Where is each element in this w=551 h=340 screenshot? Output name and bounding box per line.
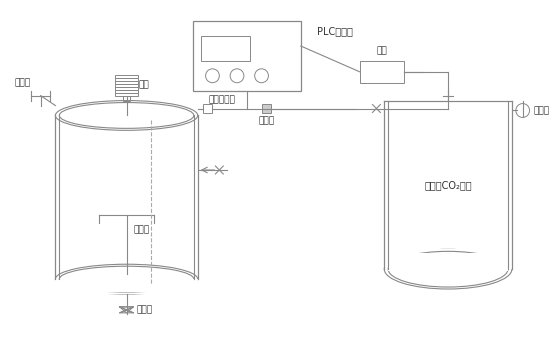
Text: 微压传感器: 微压传感器: [209, 95, 236, 104]
Text: 搅拌桨: 搅拌桨: [133, 225, 149, 234]
Text: 电机: 电机: [139, 80, 150, 89]
Circle shape: [516, 104, 530, 117]
Bar: [56, 279, 198, 294]
Text: 投料口: 投料口: [15, 78, 31, 87]
Bar: [60, 279, 194, 292]
Polygon shape: [120, 307, 133, 313]
Bar: [115, 78, 138, 81]
Bar: [388, 253, 508, 271]
Circle shape: [206, 69, 219, 83]
Circle shape: [230, 69, 244, 83]
Bar: [193, 21, 301, 91]
Bar: [262, 104, 271, 114]
Bar: [115, 87, 138, 90]
Circle shape: [255, 69, 268, 83]
Text: 压力表: 压力表: [533, 106, 549, 115]
Bar: [115, 81, 138, 84]
Bar: [115, 84, 138, 87]
Ellipse shape: [56, 101, 198, 130]
Bar: [115, 90, 138, 92]
Bar: [360, 61, 404, 83]
Text: 电源: 电源: [376, 47, 387, 55]
Ellipse shape: [56, 264, 198, 294]
Bar: [203, 104, 213, 114]
Bar: [201, 36, 250, 61]
Text: PLC控制箱: PLC控制箱: [317, 26, 353, 36]
Text: 电磁阀: 电磁阀: [258, 116, 274, 125]
Text: 高纯度CO₂储罐: 高纯度CO₂储罐: [424, 180, 472, 190]
Text: 卸底阀: 卸底阀: [136, 305, 152, 314]
Bar: [123, 96, 131, 101]
Bar: [115, 75, 138, 78]
Bar: [115, 92, 138, 96]
Ellipse shape: [384, 249, 512, 289]
Bar: [384, 249, 512, 269]
